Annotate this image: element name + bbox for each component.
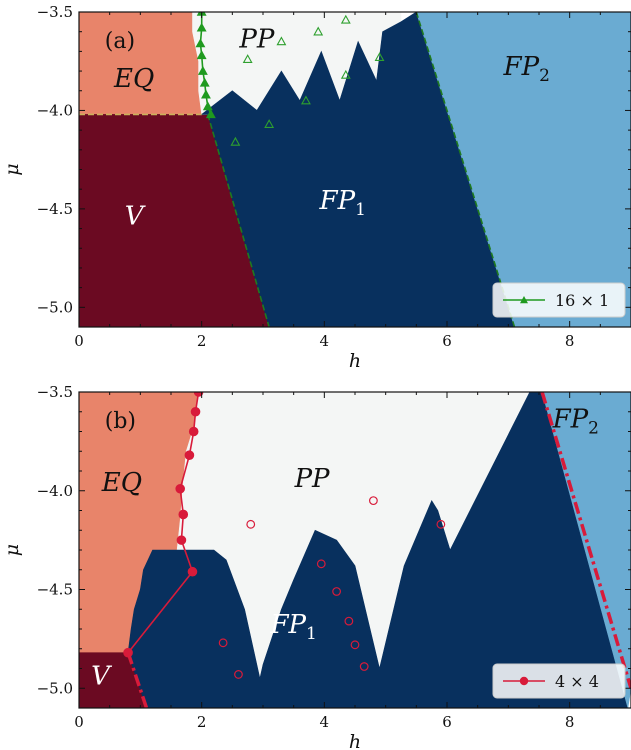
data-point [188,426,199,437]
x-tick-label: 0 [74,332,84,350]
x-tick-label: 0 [74,713,84,731]
x-tick-label: 2 [197,332,207,350]
y-tick-label: −3.5 [37,383,73,401]
data-point [205,109,216,119]
data-point [436,519,446,529]
data-point [276,36,287,46]
legend-marker [519,676,529,686]
x-tick-label: 4 [320,332,330,350]
region-fp1 [200,12,515,327]
region-label: V [91,661,112,691]
region-label: V [125,202,146,232]
legend-box [492,282,626,318]
panel-tag: (a) [105,29,135,54]
panel-b: EQ V PP FP1 FP2 0 2 4 6 8 −5.0 −4.5 −4.0 −3.5 h μ (b) 4 ×… [1,383,631,750]
data-point [264,119,275,128]
legend: 4 × 4 [492,663,626,699]
region-label: PP [238,24,274,54]
x-tick-label: 8 [565,332,575,350]
y-axis-label: μ [1,544,23,556]
y-tick-label: −4.0 [37,482,73,500]
data-point [316,559,326,569]
data-point [344,616,354,626]
y-tick-label: −3.5 [37,3,73,21]
data-point [369,496,378,506]
data-point [350,640,360,650]
data-point [242,54,253,64]
region-fp2 [541,392,631,708]
data-point [196,50,207,60]
data-point [193,392,204,397]
plot-area [79,12,631,327]
data-point [176,535,187,545]
region-label: FP2 [552,405,599,439]
data-point [184,450,195,460]
x-tick-label: 4 [320,713,330,731]
y-tick-label: −5.0 [37,679,73,697]
data-point [340,69,351,79]
data-point [332,587,342,596]
y-axis-label: μ [1,163,23,175]
data-point [197,65,208,75]
phase-boundary-dashed [415,12,516,327]
x-tick-label: 6 [442,713,452,731]
y-tick-label: −4.0 [37,101,73,119]
phase-boundary-dashed [207,114,270,327]
panel-tag: (b) [105,409,136,434]
region-label: EQ [113,64,154,94]
data-point [175,483,185,494]
x-axis-label: h [349,731,361,750]
data-point [195,38,206,48]
data-point [199,77,210,87]
data-point [313,26,324,36]
legend: 16 × 1 [492,282,626,318]
x-axis-label: h [349,350,361,372]
region-label: FP1 [269,610,316,644]
panel-a: EQ V PP FP1 FP2 0 2 4 6 8 −5.0 −4.5 −4.0 −3.5 h μ (a) 16 … [1,3,631,372]
data-point [300,95,311,105]
data-point [190,406,201,417]
data-point [374,52,385,62]
legend-marker [520,296,528,304]
phase-boundary-dashed [540,392,631,689]
data-point [218,638,228,648]
data-point [123,647,133,658]
x-tick-label: 8 [565,713,575,731]
region-label: EQ [101,468,142,498]
x-tick-label: 6 [442,332,452,350]
y-tick-label: −5.0 [37,298,73,316]
region-v [79,652,147,708]
phase-boundary-dashed [126,652,149,708]
data-point [178,509,189,520]
data-point [187,566,198,577]
y-tick-label: −4.5 [37,200,73,218]
data-point [202,101,213,111]
region-label: FP2 [503,52,550,86]
region-label: FP1 [319,186,366,220]
data-point [359,662,369,671]
data-point [234,670,243,679]
plot-area [79,392,631,708]
legend-label: 16 × 1 [555,291,609,310]
y-tick-label: −4.5 [37,581,73,599]
region-label: PP [294,464,330,494]
data-point [201,89,211,99]
legend-box [492,663,626,699]
x-tick-label: 2 [197,713,207,731]
data-point [340,14,351,24]
data-point [230,136,241,146]
data-point [246,519,256,529]
data-point [196,22,207,32]
legend-label: 4 × 4 [555,672,599,691]
region-fp1 [127,392,629,708]
